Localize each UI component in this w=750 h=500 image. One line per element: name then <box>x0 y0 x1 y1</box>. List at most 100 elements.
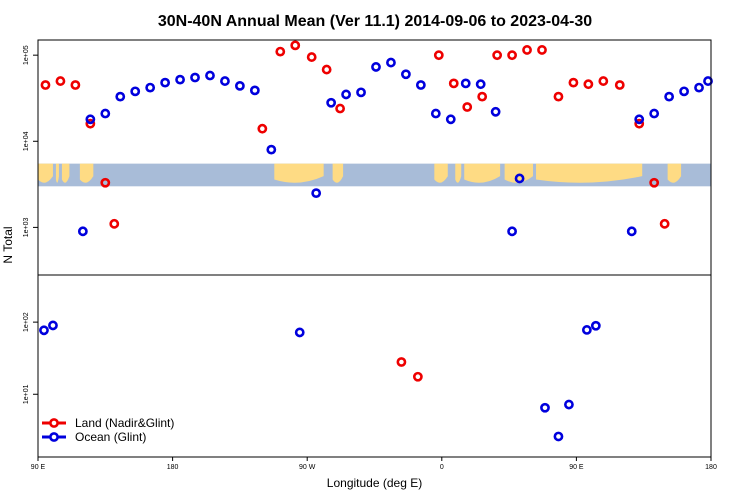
land-point <box>598 76 609 86</box>
ocean-point <box>679 86 689 97</box>
ocean-point <box>77 226 88 237</box>
ocean-point <box>85 114 96 125</box>
land-point <box>55 76 66 86</box>
ocean-point <box>415 80 426 90</box>
land-point <box>568 77 579 88</box>
plot-frame <box>37 39 712 458</box>
land-point <box>109 218 120 229</box>
ocean-point <box>649 108 660 119</box>
ocean-point <box>234 80 245 91</box>
land-point <box>537 45 547 55</box>
ocean-point <box>48 320 58 331</box>
x-axis-ticks: 90 E 180 90 W 0 90 E 180 <box>31 457 717 471</box>
ocean-point <box>490 106 501 117</box>
ocean-point <box>249 85 260 96</box>
land-mass <box>536 163 643 183</box>
ocean-point <box>294 327 305 338</box>
land-point <box>583 79 594 90</box>
x-axis-label: Longitude (deg E) <box>327 476 422 490</box>
land-point <box>614 80 625 90</box>
ocean-point <box>130 86 141 97</box>
land-mass <box>274 163 324 183</box>
ocean-point <box>190 72 200 83</box>
land-point <box>412 371 423 382</box>
land-point <box>462 102 473 112</box>
x-tick-label: 180 <box>167 464 179 471</box>
y-axis-ticks: 1e+03 1e+04 1e+05 1e+01 1e+02 <box>23 45 38 404</box>
land-point <box>70 80 81 90</box>
ocean-point <box>115 91 126 102</box>
land-point <box>492 50 503 61</box>
land-mass <box>79 163 94 183</box>
land-point <box>100 177 111 188</box>
y-axis-label: N Total <box>1 226 15 263</box>
legend: Land (Nadir&Glint)Ocean (Glint) <box>42 416 174 444</box>
ocean-point <box>220 76 230 86</box>
ocean-point <box>205 70 215 81</box>
ocean-point <box>430 108 441 119</box>
land-point <box>448 78 459 89</box>
y-tick-label: 1e+03 <box>23 217 30 237</box>
ocean-point <box>634 114 645 125</box>
land-point <box>433 50 444 61</box>
ocean-point <box>445 114 456 125</box>
land-point <box>634 118 645 129</box>
ocean-point <box>581 325 592 335</box>
ocean-point <box>564 399 574 410</box>
land-point <box>553 91 564 102</box>
land-mass <box>61 163 70 183</box>
y-tick-label: 1e+02 <box>23 312 30 332</box>
y-tick-label: 1e+01 <box>23 384 30 404</box>
legend-land-label: Land (Nadir&Glint) <box>75 416 174 430</box>
land-mass <box>464 163 501 183</box>
ocean-point <box>626 226 637 237</box>
land-point <box>85 118 96 129</box>
land-point <box>477 91 488 102</box>
land-mass <box>332 163 344 183</box>
y-tick-label: 1e+04 <box>23 131 30 151</box>
land-mass <box>455 163 462 183</box>
x-tick-label: 90 E <box>569 464 584 471</box>
land-point <box>522 45 532 55</box>
ocean-point <box>175 74 185 85</box>
ocean-point <box>664 91 675 102</box>
land-mass <box>55 163 59 183</box>
land-point <box>290 40 301 51</box>
ocean-point <box>460 78 471 89</box>
land-mass <box>38 163 53 183</box>
land-point <box>306 52 317 62</box>
ocean-point <box>371 62 381 72</box>
chart-title: 30N-40N Annual Mean (Ver 11.1) 2014-09-0… <box>158 13 592 30</box>
ocean-point <box>401 69 411 80</box>
lower-panel <box>39 320 601 442</box>
land-point <box>321 64 332 75</box>
ocean-point <box>507 226 517 237</box>
land-point <box>649 177 660 188</box>
x-tick-label: 90 W <box>299 464 316 471</box>
land-point <box>257 123 268 134</box>
land-point <box>659 218 670 229</box>
y-tick-label: 1e+05 <box>23 45 30 65</box>
legend-land-marker <box>49 418 59 428</box>
upper-panel <box>40 40 713 237</box>
land-mass <box>667 163 682 183</box>
ocean-point <box>311 188 322 199</box>
ocean-point <box>590 320 601 331</box>
land-mass <box>504 163 534 183</box>
ocean-point <box>703 76 713 86</box>
land-mass <box>434 163 448 183</box>
x-tick-label: 0 <box>440 464 444 471</box>
x-tick-label: 180 <box>705 464 717 471</box>
ocean-point <box>145 82 156 93</box>
world-map-band <box>38 163 711 187</box>
ocean-point <box>694 82 704 93</box>
ocean-point <box>475 79 486 90</box>
ocean-point <box>100 108 111 119</box>
ocean-point <box>160 77 171 88</box>
ocean-point <box>341 89 351 100</box>
land-point <box>507 50 517 61</box>
land-point <box>40 80 51 90</box>
ocean-point <box>540 402 550 413</box>
land-point <box>396 357 407 367</box>
